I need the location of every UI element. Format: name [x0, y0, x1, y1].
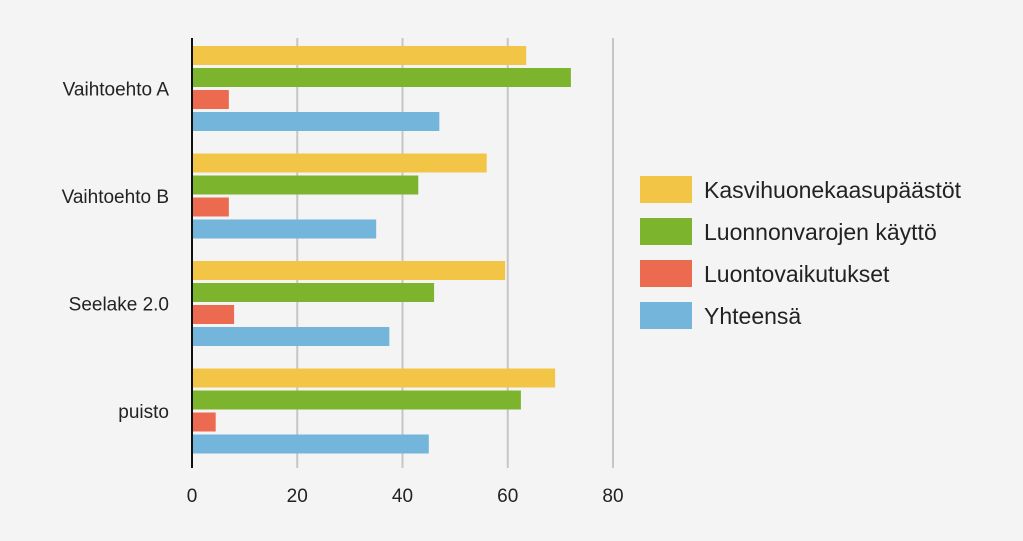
- bar-vaihtoehto-a-luontovaikutukset: [192, 90, 229, 109]
- bar-puisto-luontovaikutukset: [192, 412, 216, 432]
- x-tick-label: 60: [497, 486, 518, 507]
- bar-puisto-yhteens: [192, 434, 429, 454]
- category-label: puisto: [118, 402, 169, 423]
- category-label: Vaihtoehto A: [63, 80, 170, 101]
- legend: Kasvihuonekaasupäästöt Luonnonvarojen käy…: [640, 176, 962, 329]
- bar-vaihtoehto-a-yhteens: [192, 112, 440, 131]
- bar-puisto-kasvihuonekaasup-st-t: [192, 368, 556, 388]
- bar-vaihtoehto-a-luonnonvarojen-k-ytt: [192, 68, 571, 87]
- x-axis-ticks: 0 20 40 60 80: [187, 486, 624, 507]
- bar-vaihtoehto-b-luonnonvarojen-k-ytt: [192, 175, 419, 195]
- legend-swatch-kasvihuonekaasup-st-t: [640, 176, 692, 203]
- legend-label: Luonnonvarojen käyttö: [704, 219, 937, 245]
- bar-vaihtoehto-b-kasvihuonekaasup-st-t: [192, 153, 487, 173]
- bar-seelake-2-0-yhteens: [192, 327, 390, 346]
- legend-swatch-luonnonvarojen-k-ytt: [640, 218, 692, 245]
- legend-swatch-luontovaikutukset: [640, 260, 692, 287]
- legend-label: Luontovaikutukset: [704, 261, 890, 287]
- x-tick-label: 40: [392, 486, 413, 507]
- category-label: Vaihtoehto B: [62, 187, 169, 208]
- category-labels: Vaihtoehto A Vaihtoehto B Seelake 2.0 puist…: [62, 80, 170, 424]
- category-label: Seelake 2.0: [69, 295, 169, 316]
- bar-vaihtoehto-b-luontovaikutukset: [192, 197, 229, 217]
- bar-vaihtoehto-a-kasvihuonekaasup-st-t: [192, 46, 527, 65]
- legend-swatch-yhteens: [640, 302, 692, 329]
- bar-seelake-2-0-luontovaikutukset: [192, 305, 235, 324]
- x-tick-label: 80: [602, 486, 623, 507]
- x-tick-label: 20: [287, 486, 308, 507]
- bar-puisto-luonnonvarojen-k-ytt: [192, 390, 521, 410]
- legend-label: Kasvihuonekaasupäästöt: [704, 177, 962, 203]
- bar-seelake-2-0-kasvihuonekaasup-st-t: [192, 261, 506, 280]
- bar-vaihtoehto-b-yhteens: [192, 219, 377, 239]
- legend-label: Yhteensä: [704, 303, 801, 329]
- bar-seelake-2-0-luonnonvarojen-k-ytt: [192, 283, 435, 302]
- x-tick-label: 0: [187, 486, 198, 507]
- bars: [192, 46, 571, 454]
